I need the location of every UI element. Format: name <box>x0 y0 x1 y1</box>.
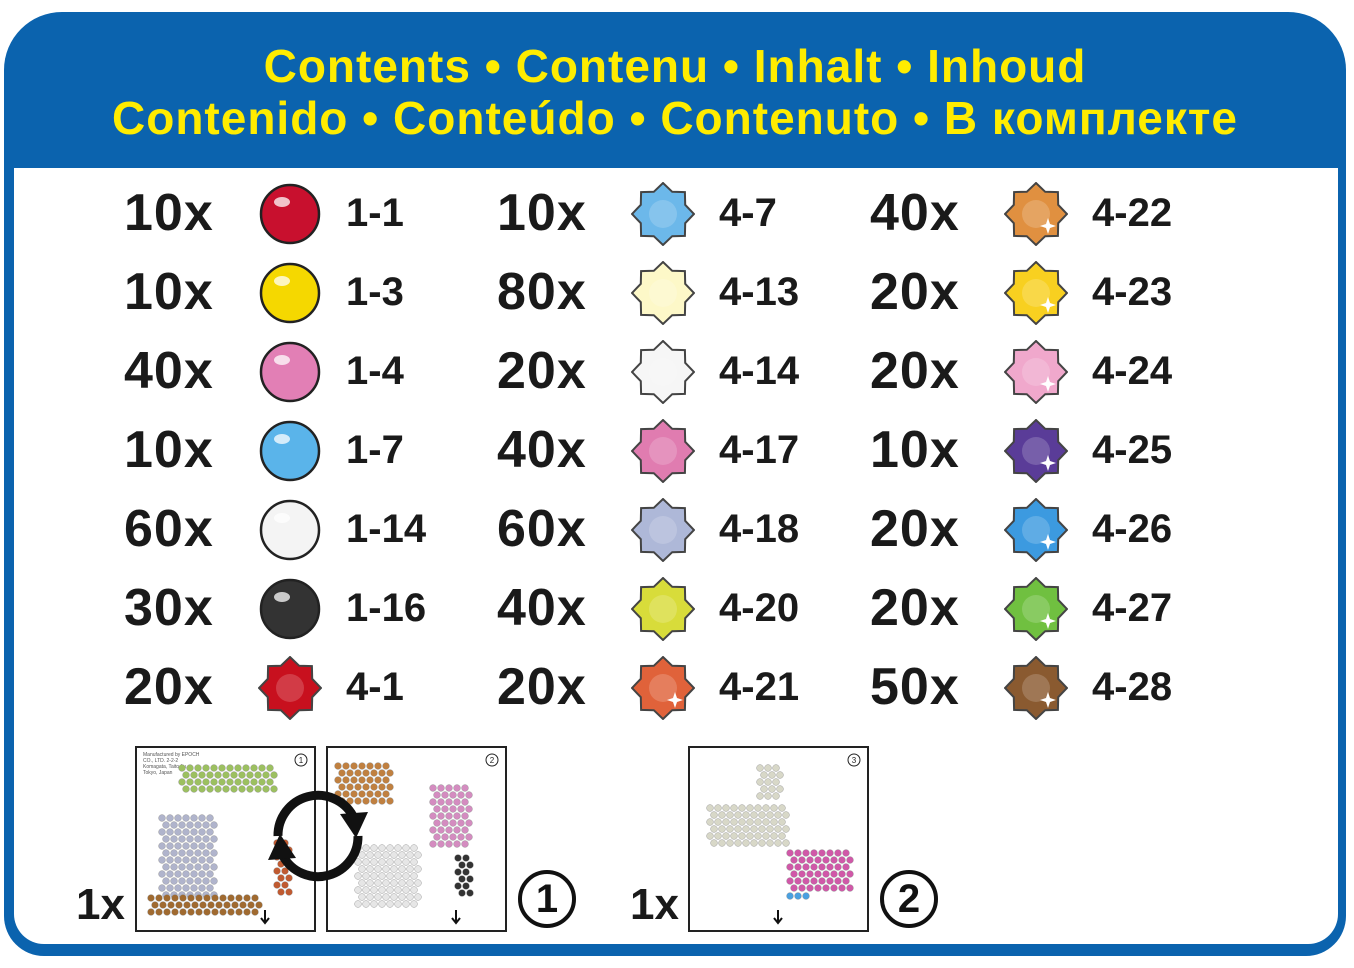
bead-item: 20x 4-23 <box>870 257 1200 327</box>
star-bead-icon <box>631 182 695 246</box>
round-bead-icon <box>259 420 321 482</box>
contents-title: Contents • Contenu • Inhalt • Inhoud Con… <box>4 40 1346 144</box>
bead-code: 4-18 <box>719 507 800 551</box>
bead-count: 20x <box>497 658 587 716</box>
template-sheet-3: 3 <box>688 746 869 932</box>
star-bead-icon <box>1004 656 1068 720</box>
bead-item: 50x 4-28 <box>870 652 1200 722</box>
bead-count: 30x <box>124 579 214 637</box>
bead-count: 20x <box>870 579 960 637</box>
bead-code: 1-7 <box>346 428 404 472</box>
bead-item: 60x 4-18 <box>497 494 827 564</box>
bead-code: 1-1 <box>346 191 404 235</box>
round-bead-icon <box>259 341 321 403</box>
bead-item: 80x 4-13 <box>497 257 827 327</box>
bead-count: 40x <box>870 184 960 242</box>
round-bead-icon <box>259 183 321 245</box>
star-bead-icon <box>1004 419 1068 483</box>
bead-item: 10x 1-3 <box>124 257 454 327</box>
star-bead-icon <box>631 261 695 325</box>
bead-item: 10x 4-7 <box>497 178 827 248</box>
bead-code: 1-4 <box>346 349 404 393</box>
bead-code: 4-17 <box>719 428 800 472</box>
bead-count: 40x <box>124 342 214 400</box>
bead-item: 10x 1-1 <box>124 178 454 248</box>
template-sheet-1: Manufactured by EPOCH CO., LTD. 2-2-2 Ko… <box>135 746 316 932</box>
bead-code: 4-20 <box>719 586 800 630</box>
bead-item: 40x 4-20 <box>497 573 827 643</box>
bead-count: 20x <box>497 342 587 400</box>
star-bead-icon <box>1004 498 1068 562</box>
bead-code: 4-22 <box>1092 191 1173 235</box>
bead-count: 10x <box>124 263 214 321</box>
star-bead-icon <box>631 498 695 562</box>
round-bead-icon <box>259 499 321 561</box>
round-bead-icon <box>259 578 321 640</box>
bead-count: 10x <box>124 184 214 242</box>
bead-code: 1-14 <box>346 507 427 551</box>
star-bead-icon <box>258 656 322 720</box>
bead-count: 20x <box>870 500 960 558</box>
star-bead-icon <box>1004 261 1068 325</box>
bead-code: 4-27 <box>1092 586 1173 630</box>
bead-item: 20x 4-27 <box>870 573 1200 643</box>
star-bead-icon <box>631 656 695 720</box>
bead-item: 10x 1-7 <box>124 415 454 485</box>
bead-item: 20x 4-14 <box>497 336 827 406</box>
bead-count: 50x <box>870 658 960 716</box>
bead-count: 80x <box>497 263 587 321</box>
bead-item: 10x 4-25 <box>870 415 1200 485</box>
bead-count: 10x <box>870 421 960 479</box>
bead-item: 20x 4-1 <box>124 652 454 722</box>
bead-item: 30x 1-16 <box>124 573 454 643</box>
bead-item: 40x 4-17 <box>497 415 827 485</box>
bead-code: 4-25 <box>1092 428 1173 472</box>
bead-code: 4-26 <box>1092 507 1173 551</box>
svg-text:1: 1 <box>299 756 304 765</box>
bead-item: 40x 4-22 <box>870 178 1200 248</box>
star-bead-icon <box>1004 340 1068 404</box>
set-number-badge-2: 2 <box>880 870 938 928</box>
star-bead-icon <box>1004 182 1068 246</box>
bead-code: 1-16 <box>346 586 427 630</box>
bead-code: 1-3 <box>346 270 404 314</box>
bead-count: 40x <box>497 579 587 637</box>
bead-count: 20x <box>124 658 214 716</box>
bead-code: 4-23 <box>1092 270 1173 314</box>
bead-code: 4-14 <box>719 349 800 393</box>
bead-item: 20x 4-21 <box>497 652 827 722</box>
bead-item: 40x 1-4 <box>124 336 454 406</box>
star-bead-icon <box>631 340 695 404</box>
svg-text:3: 3 <box>852 756 857 765</box>
bead-count: 40x <box>497 421 587 479</box>
star-bead-icon <box>631 577 695 641</box>
bead-count: 10x <box>497 184 587 242</box>
title-line-2: Contenido • Conteúdo • Contenuto • В ком… <box>112 92 1238 144</box>
quantity-label: 1x <box>630 880 679 929</box>
bead-count: 60x <box>124 500 214 558</box>
bead-count: 20x <box>870 263 960 321</box>
bead-item: 20x 4-24 <box>870 336 1200 406</box>
bead-code: 4-28 <box>1092 665 1173 709</box>
round-bead-icon <box>259 262 321 324</box>
star-bead-icon <box>1004 577 1068 641</box>
bead-code: 4-1 <box>346 665 404 709</box>
bead-count: 20x <box>870 342 960 400</box>
manufacturer-text: Manufactured by EPOCH CO., LTD. 2-2-2 Ko… <box>143 752 200 776</box>
bead-item: 20x 4-26 <box>870 494 1200 564</box>
svg-text:2: 2 <box>490 756 495 765</box>
set-number-badge-1: 1 <box>518 870 576 928</box>
bead-code: 4-24 <box>1092 349 1173 393</box>
bead-item: 60x 1-14 <box>124 494 454 564</box>
bead-code: 4-21 <box>719 665 800 709</box>
bead-code: 4-13 <box>719 270 800 314</box>
title-line-1: Contents • Contenu • Inhalt • Inhoud <box>263 40 1087 92</box>
star-bead-icon <box>631 419 695 483</box>
quantity-label: 1x <box>76 880 125 929</box>
bead-count: 60x <box>497 500 587 558</box>
bead-count: 10x <box>124 421 214 479</box>
rotate-arrows-icon <box>268 790 368 882</box>
bead-code: 4-7 <box>719 191 777 235</box>
